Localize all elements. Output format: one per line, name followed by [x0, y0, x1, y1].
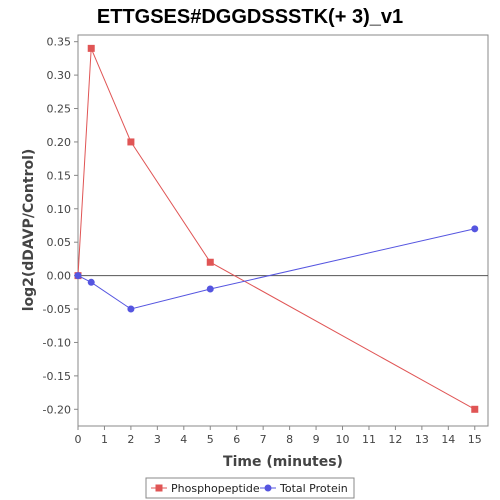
x-tick-label: 8 [286, 433, 293, 446]
x-tick-label: 11 [362, 433, 376, 446]
y-tick-label: -0.15 [43, 370, 71, 383]
x-tick-label: 13 [415, 433, 429, 446]
legend-marker-total-protein [264, 484, 272, 492]
x-tick-label: 2 [127, 433, 134, 446]
x-tick-label: 3 [154, 433, 161, 446]
x-tick-label: 12 [388, 433, 402, 446]
legend-label-phosphopeptide: Phosphopeptide [171, 482, 260, 495]
x-tick-label: 14 [441, 433, 455, 446]
y-tick-label: 0.15 [47, 169, 72, 182]
x-axis: 0 1 2 3 4 5 6 7 8 9 10 11 12 13 14 15 [75, 426, 482, 446]
data-point-phosphopeptide [471, 405, 479, 413]
legend: Phosphopeptide Total Protein [145, 477, 355, 499]
data-point-phosphopeptide [87, 44, 95, 52]
chart-title: ETTGSES#DGGDSSSTK(+ 3)_v1 [97, 6, 403, 28]
data-point-phosphopeptide [206, 258, 214, 266]
legend-marker-phosphopeptide [155, 484, 163, 492]
y-tick-label: 0.35 [47, 36, 72, 49]
y-tick-label: 0.25 [47, 103, 72, 116]
plot-area [77, 34, 489, 427]
x-tick-label: 5 [207, 433, 214, 446]
x-tick-label: 4 [180, 433, 187, 446]
data-point-total-protein [87, 278, 95, 286]
x-tick-label: 1 [101, 433, 108, 446]
data-point-total-protein [206, 285, 214, 293]
y-axis-label: log2(dDAVP/Control) [21, 149, 37, 312]
x-tick-label: 7 [260, 433, 267, 446]
legend-box [145, 477, 355, 499]
y-tick-label: 0.30 [47, 69, 72, 82]
x-tick-label: 9 [313, 433, 320, 446]
data-point-total-protein [127, 305, 135, 313]
y-tick-label: -0.20 [43, 403, 71, 416]
x-tick-label: 6 [233, 433, 240, 446]
data-point-total-protein [471, 225, 479, 233]
data-point-total-protein [74, 272, 82, 280]
x-tick-label: 15 [468, 433, 482, 446]
y-axis: -0.20 -0.15 -0.10 -0.05 0.00 0.05 0.10 0.15 0.20… [43, 36, 78, 416]
y-tick-label: 0.10 [47, 203, 72, 216]
y-tick-label: -0.10 [43, 336, 71, 349]
x-tick-label: 10 [336, 433, 350, 446]
y-tick-label: 0.00 [47, 270, 72, 283]
x-axis-label: Time (minutes) [223, 454, 343, 470]
legend-label-total-protein: Total Protein [279, 482, 348, 495]
y-tick-label: -0.05 [43, 303, 71, 316]
y-tick-label: 0.20 [47, 136, 72, 149]
series-layer [74, 44, 488, 413]
x-tick-label: 0 [75, 433, 82, 446]
y-tick-label: 0.05 [47, 236, 72, 249]
data-point-phosphopeptide [127, 138, 135, 146]
